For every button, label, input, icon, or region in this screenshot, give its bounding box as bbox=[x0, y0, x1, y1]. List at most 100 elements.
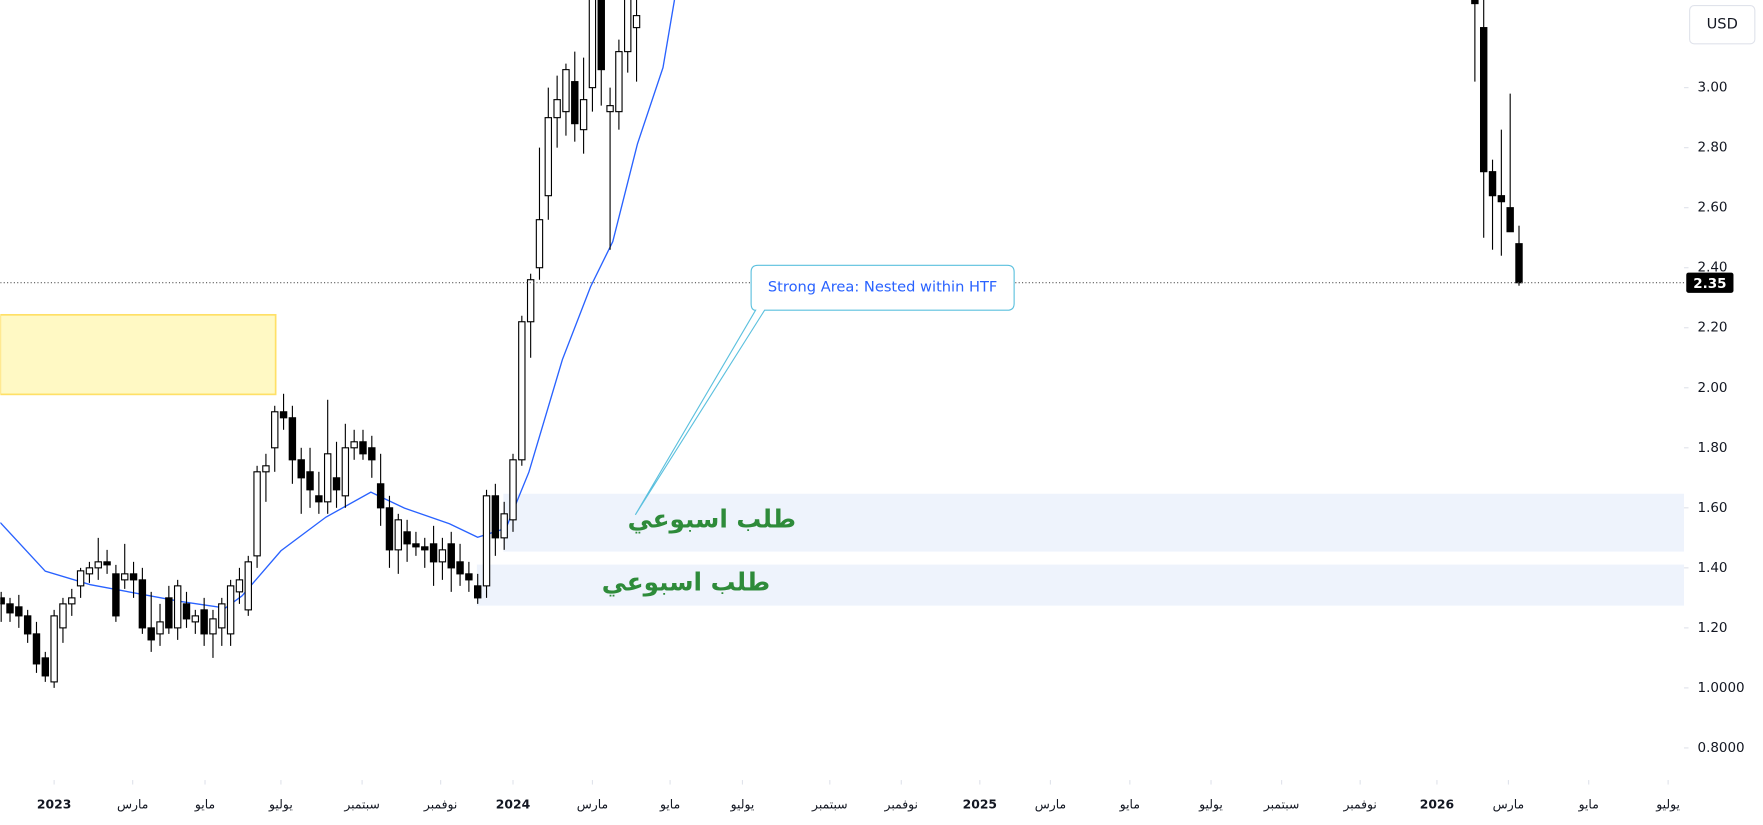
candle-body bbox=[403, 531, 411, 545]
candle-body bbox=[421, 546, 429, 551]
candle-body bbox=[571, 81, 579, 125]
y-tick-label: 2.00 bbox=[1698, 380, 1728, 396]
candle-body bbox=[376, 483, 385, 509]
x-tick-label: مارس bbox=[577, 797, 608, 812]
candle-body bbox=[315, 495, 323, 503]
candle-body bbox=[200, 609, 208, 635]
candle-body bbox=[6, 603, 14, 614]
candle-body bbox=[456, 561, 464, 575]
candle-body bbox=[218, 603, 226, 629]
y-tick-label: 2.60 bbox=[1698, 200, 1728, 216]
candle-body bbox=[165, 597, 173, 629]
candle-body bbox=[429, 543, 438, 563]
y-tick-label: 2.40 bbox=[1698, 260, 1728, 276]
candle-body bbox=[473, 585, 482, 599]
y-tick-label: 3.00 bbox=[1698, 80, 1728, 96]
x-tick-label: 2023 bbox=[37, 797, 71, 811]
y-tick-label: 1.80 bbox=[1698, 440, 1728, 456]
candle-body bbox=[491, 495, 500, 539]
candle-body bbox=[606, 105, 614, 113]
candle-body bbox=[518, 321, 526, 461]
candle-body bbox=[1479, 27, 1488, 173]
candle-body bbox=[209, 618, 217, 635]
candle-body bbox=[173, 585, 182, 629]
candle-body bbox=[59, 603, 67, 629]
last-price-label: 2.35 bbox=[1693, 276, 1726, 292]
candle-body bbox=[262, 465, 270, 473]
candle-body bbox=[68, 597, 76, 605]
candle-body bbox=[597, 0, 605, 71]
zone bbox=[503, 493, 1685, 552]
candle-body bbox=[500, 513, 508, 539]
candle-body bbox=[103, 561, 111, 566]
currency-label: USD bbox=[1707, 16, 1738, 33]
candle-body bbox=[588, 0, 597, 89]
candle-body bbox=[271, 411, 279, 449]
x-tick-label: يوليو bbox=[1655, 797, 1680, 812]
axes: 0.8000 1.0000 1.20 1.40 1.60 1.80 2.00 2.20 2.40… bbox=[37, 80, 1745, 813]
y-tick-label: 2.80 bbox=[1698, 140, 1728, 156]
x-tick-label: مارس bbox=[1035, 797, 1066, 812]
x-tick-label: مايو bbox=[1119, 797, 1140, 812]
x-tick-label: نوفمبر bbox=[1342, 797, 1376, 812]
zone-label: طلب اسبوعي bbox=[628, 504, 796, 534]
candle-body bbox=[182, 603, 191, 620]
y-tick-label: 1.40 bbox=[1698, 560, 1728, 576]
x-tick-label: سبتمبر bbox=[1263, 797, 1300, 812]
moving-average bbox=[0, 0, 676, 609]
candle-body bbox=[244, 561, 252, 611]
candle-body bbox=[544, 117, 553, 197]
candle-body bbox=[41, 657, 50, 677]
candle-body bbox=[323, 453, 332, 503]
candle-body bbox=[226, 585, 235, 635]
candle-body bbox=[624, 0, 632, 53]
candle-body bbox=[94, 561, 102, 569]
x-tick-label: 2025 bbox=[963, 797, 997, 811]
candle-body bbox=[32, 633, 41, 665]
candle-body bbox=[412, 543, 420, 548]
x-tick-label: مارس bbox=[1493, 797, 1524, 812]
candle-body bbox=[509, 459, 517, 521]
candle-body bbox=[121, 573, 129, 581]
x-tick-label: يوليو bbox=[730, 797, 755, 812]
x-tick-label: يوليو bbox=[268, 797, 293, 812]
candle-body bbox=[253, 471, 261, 557]
candle-body bbox=[615, 51, 623, 113]
candle-body bbox=[526, 279, 535, 323]
candle-body bbox=[112, 573, 120, 617]
candle-body bbox=[465, 573, 473, 581]
last-price-box bbox=[1686, 272, 1734, 293]
candle-body bbox=[535, 219, 544, 269]
candle-body bbox=[191, 615, 200, 623]
y-tick-label: 0.8000 bbox=[1698, 740, 1745, 756]
candle-body bbox=[368, 447, 376, 461]
candle-body bbox=[76, 570, 85, 587]
candle-body bbox=[1471, 0, 1479, 5]
candle-body bbox=[235, 579, 244, 593]
candle-body bbox=[279, 411, 288, 419]
candle-body bbox=[579, 99, 588, 131]
candle-body bbox=[1488, 171, 1497, 197]
candle-body bbox=[23, 615, 32, 635]
candle-body bbox=[1506, 207, 1514, 233]
x-tick-label: سبتمبر bbox=[811, 797, 848, 812]
y-tick-label: 1.60 bbox=[1698, 500, 1728, 516]
x-tick-label: نوفمبر bbox=[423, 797, 457, 812]
candle-body bbox=[482, 495, 491, 587]
x-tick-label: مايو bbox=[1578, 797, 1599, 812]
candle-body bbox=[85, 567, 94, 575]
currency-button[interactable] bbox=[1689, 5, 1756, 45]
candle-body bbox=[385, 507, 394, 551]
candle-body bbox=[553, 99, 561, 119]
candle-body bbox=[306, 471, 314, 491]
x-tick-label: سبتمبر bbox=[343, 797, 380, 812]
candle-body bbox=[147, 627, 155, 641]
candle-body bbox=[0, 597, 5, 605]
y-tick-label: 1.0000 bbox=[1698, 680, 1745, 696]
y-tick-label: 1.20 bbox=[1698, 620, 1728, 636]
candle-body bbox=[138, 579, 147, 629]
x-tick-label: مايو bbox=[194, 797, 215, 812]
candle-body bbox=[562, 69, 570, 113]
